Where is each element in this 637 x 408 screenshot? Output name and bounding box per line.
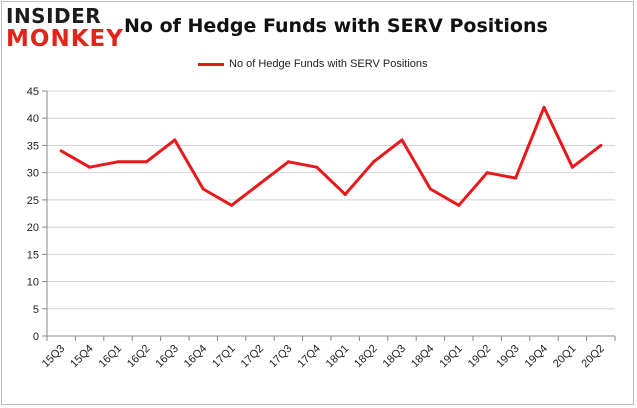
data-point (428, 187, 432, 191)
y-tick-label: 10 (27, 277, 39, 289)
data-point (116, 160, 120, 164)
legend-label: No of Hedge Funds with SERV Positions (229, 58, 428, 70)
y-tick-label: 0 (33, 331, 39, 343)
x-tick-label: 17Q3 (267, 343, 295, 371)
x-tick-label: 18Q2 (352, 343, 380, 371)
data-point (457, 203, 461, 207)
y-tick-label: 20 (27, 222, 39, 234)
x-tick-label: 16Q2 (125, 343, 153, 371)
y-tick-label: 25 (27, 195, 39, 207)
x-tick-label: 19Q2 (466, 343, 494, 371)
data-point (343, 192, 347, 196)
insider-monkey-logo: INSIDER MONKEY (6, 4, 123, 54)
legend-swatch (198, 62, 224, 66)
data-point (514, 176, 518, 180)
x-tick-label: 16Q1 (97, 343, 125, 371)
series-line (59, 105, 603, 207)
data-point (230, 203, 234, 207)
x-tick-label: 20Q1 (551, 343, 579, 371)
gridlines (47, 90, 615, 310)
y-tick-label: 45 (27, 86, 39, 98)
data-point (286, 160, 290, 164)
x-tick-label: 16Q4 (182, 343, 210, 371)
x-tick-label: 17Q1 (210, 343, 238, 371)
data-point (315, 165, 319, 169)
x-tick-label: 15Q4 (68, 343, 96, 371)
chart-title: No of Hedge Funds with SERV Positions (124, 15, 548, 37)
x-tick-label: 18Q1 (324, 343, 352, 371)
y-tick-label: 5 (33, 304, 39, 316)
x-tick-label: 16Q3 (153, 343, 181, 371)
y-tick-label: 40 (27, 113, 39, 125)
x-tick-label: 20Q2 (579, 343, 607, 371)
x-tick-label: 19Q1 (437, 343, 465, 371)
x-tick-label: 17Q2 (239, 343, 267, 371)
data-point (372, 160, 376, 164)
logo-text-monkey: MONKEY (6, 26, 124, 52)
y-tick-label: 30 (27, 168, 39, 180)
x-tick-label: 18Q4 (409, 343, 437, 371)
data-point (542, 105, 546, 109)
x-tick-label: 17Q4 (295, 343, 323, 371)
data-point (400, 138, 404, 142)
data-point (570, 165, 574, 169)
y-tick-label: 15 (27, 249, 39, 261)
x-tick-label: 19Q4 (523, 343, 551, 371)
chart-legend: No of Hedge Funds with SERV Positions (198, 57, 428, 71)
data-point (173, 138, 177, 142)
data-point (59, 149, 63, 153)
data-point (144, 160, 148, 164)
logo-text-insider: INSIDER (6, 4, 102, 28)
series-lines (59, 105, 603, 207)
data-point (485, 171, 489, 175)
axes (46, 91, 615, 337)
y-tick-label: 35 (27, 140, 39, 152)
data-point (201, 187, 205, 191)
x-tick-label: 19Q3 (494, 343, 522, 371)
x-tick-label: 18Q3 (381, 343, 409, 371)
y-axis-ticks: 0 5 10 15 20 25 30 35 40 45 (27, 86, 47, 343)
data-point (599, 143, 603, 147)
data-point (258, 182, 262, 186)
x-tick-label: 15Q3 (40, 343, 68, 371)
x-axis-ticks: 15Q3 15Q4 16Q1 16Q2 16Q3 16Q4 17Q1 17Q2 17Q3 17Q4… (40, 336, 616, 371)
data-point (88, 165, 92, 169)
